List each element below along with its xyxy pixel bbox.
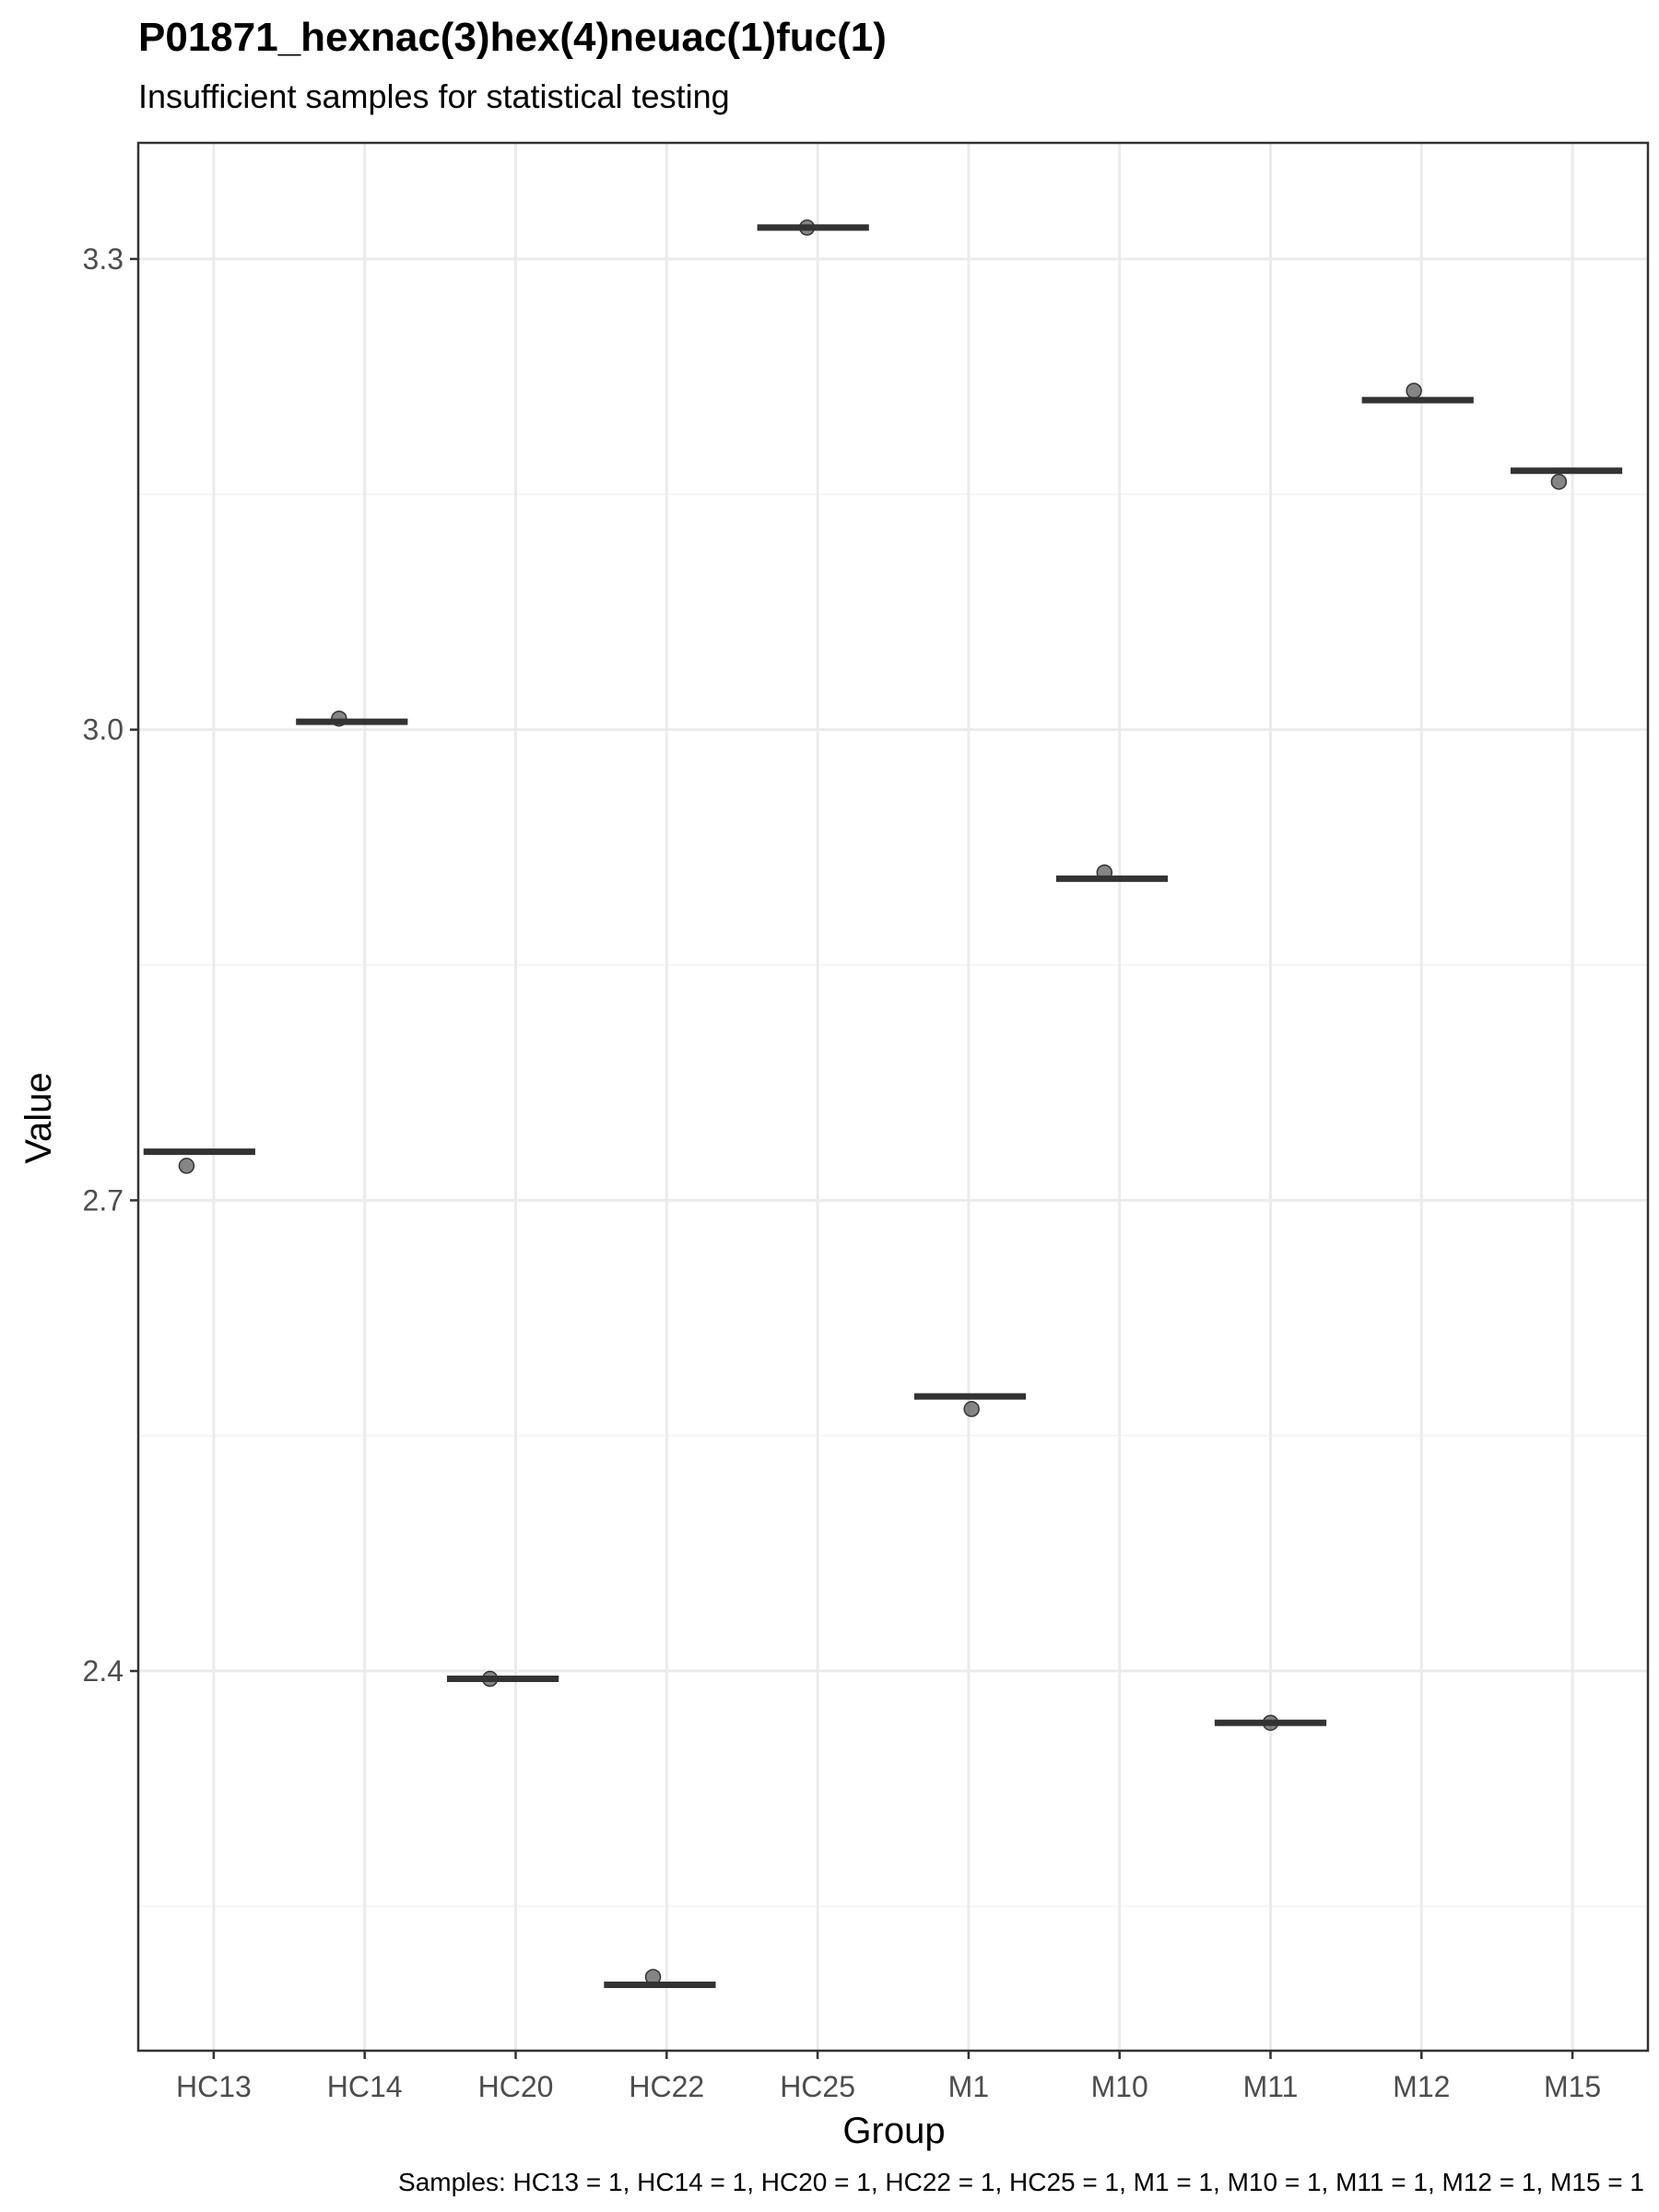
x-axis-title: Group — [842, 2111, 945, 2151]
data-point-m10 — [1096, 864, 1113, 881]
x-tick-label: HC20 — [478, 2070, 554, 2103]
x-tick-label: HC13 — [176, 2070, 252, 2103]
data-point-hc25 — [798, 219, 816, 236]
x-tick-label: HC14 — [327, 2070, 403, 2103]
chart-caption: Samples: HC13 = 1, HC14 = 1, HC20 = 1, H… — [398, 2168, 1644, 2196]
data-point-m1 — [963, 1401, 980, 1418]
data-marks — [143, 219, 1623, 1989]
x-tick-label: M10 — [1091, 2070, 1148, 2103]
x-tick-label: M11 — [1243, 2070, 1299, 2103]
x-tick-label: M12 — [1393, 2070, 1450, 2103]
axes: 2.4 2.7 3.0 3.3 HC13 HC14 HC20 HC22 HC25 M1 M10 M11… — [83, 141, 1650, 2103]
grid — [138, 143, 1648, 2051]
data-point-hc20 — [481, 1670, 499, 1688]
chart-title: P01871_hexnac(3)hex(4)neuac(1)fuc(1) — [138, 15, 887, 60]
data-point-hc13 — [178, 1158, 195, 1174]
data-point-hc22 — [644, 1969, 662, 1985]
x-tick-label: M15 — [1544, 2070, 1601, 2103]
data-point-m11 — [1262, 1714, 1279, 1731]
y-tick-label: 2.4 — [83, 1654, 124, 1688]
x-tick-label: HC22 — [629, 2070, 704, 2103]
y-tick-label: 3.3 — [83, 242, 124, 276]
y-tick-label: 2.7 — [83, 1183, 124, 1217]
chart-subtitle: Insufficient samples for statistical tes… — [138, 77, 730, 115]
x-tick-label: HC25 — [780, 2070, 855, 2103]
data-point-m12 — [1406, 382, 1422, 399]
y-axis-title: Value — [18, 1072, 59, 1163]
y-tick-label: 3.0 — [83, 713, 124, 747]
data-point-m15 — [1550, 473, 1568, 490]
panel-border — [136, 141, 1650, 2053]
x-tick-label: M1 — [948, 2070, 989, 2103]
data-point-hc14 — [331, 710, 347, 727]
